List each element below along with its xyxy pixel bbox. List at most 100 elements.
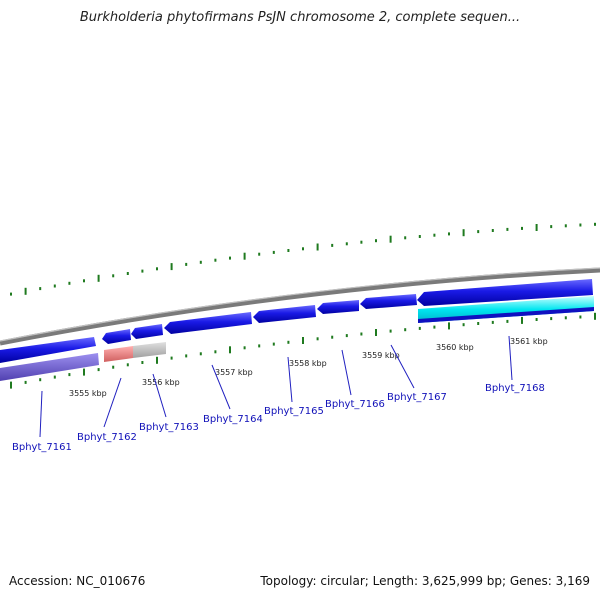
gc-skew-tick xyxy=(302,337,304,344)
gene-label-bphyt-7162[interactable]: Bphyt_7162 xyxy=(77,432,137,443)
gc-skew-tick xyxy=(433,233,436,237)
gc-skew-tick xyxy=(39,378,42,382)
gc-skew-tick xyxy=(302,247,304,251)
gc-skew-tick xyxy=(506,227,509,231)
gene-label-bphyt-7161[interactable]: Bphyt_7161 xyxy=(12,442,72,453)
gc-skew-tick xyxy=(243,252,246,260)
gc-skew-tick xyxy=(389,329,392,333)
gc-skew-tick xyxy=(141,269,144,273)
gc-skew-tick xyxy=(375,239,377,243)
scale-label: 3561 kbp xyxy=(510,337,548,346)
feature-segment-pseudogene xyxy=(104,346,133,362)
scale-label: 3557 kbp xyxy=(215,368,253,377)
gene-arrow-bphyt-7163[interactable] xyxy=(131,324,163,339)
gene-arrow-bphyt-7164[interactable] xyxy=(164,312,252,334)
gc-skew-tick xyxy=(462,229,465,237)
gc-skew-tick xyxy=(185,354,188,358)
gc-skew-tick xyxy=(68,281,71,285)
gc-skew-tick xyxy=(521,226,523,230)
gene-arrow-bphyt-7168[interactable] xyxy=(417,279,593,306)
gc-skew-tick xyxy=(272,342,275,346)
gene-arrow-bphyt-7165[interactable] xyxy=(253,305,316,323)
gc-skew-tick xyxy=(287,340,290,344)
gene-label-bphyt-7164[interactable]: Bphyt_7164 xyxy=(203,414,263,425)
gene-label-leaders xyxy=(39,335,513,438)
gc-skew-tick xyxy=(316,337,319,341)
gc-skew-tick xyxy=(214,258,217,262)
gene-arrow-bphyt-7162[interactable] xyxy=(102,329,131,344)
gc-skew-tick xyxy=(448,232,450,236)
gc-skew-tick xyxy=(331,243,334,247)
gc-skew-tick xyxy=(375,329,377,336)
leader-line xyxy=(103,377,122,428)
gc-skew-tick xyxy=(83,279,85,283)
gene-arrow-bphyt-7166[interactable] xyxy=(317,300,359,314)
gc-skew-tick xyxy=(360,332,363,336)
gc-skew-tick xyxy=(287,249,290,252)
gene-arrow-bphyt-7161[interactable] xyxy=(0,337,96,363)
gc-skew-tick xyxy=(404,236,407,240)
scale-labels: 3555 kbp 3556 kbp 3557 kbp 3558 kbp 3559… xyxy=(69,337,548,398)
leader-line xyxy=(341,349,352,396)
gc-skew-tick xyxy=(550,225,553,229)
gc-skew-tick xyxy=(462,323,465,327)
scale-label: 3559 kbp xyxy=(362,351,400,360)
gene-label-bphyt-7166[interactable]: Bphyt_7166 xyxy=(325,399,385,410)
gc-skew-tick xyxy=(550,317,553,321)
gc-skew-tick xyxy=(418,235,421,238)
gc-skew-tick xyxy=(112,274,115,278)
gene-label-bphyt-7167[interactable]: Bphyt_7167 xyxy=(387,392,447,403)
gc-skew-tick xyxy=(126,272,129,275)
gc-skew-upper-track xyxy=(10,222,596,296)
gc-skew-tick xyxy=(10,292,12,296)
feature-segment-cyan-base xyxy=(418,307,594,323)
gene-arrow-bphyt-7167[interactable] xyxy=(360,294,417,309)
gc-skew-tick xyxy=(229,346,231,354)
gc-skew-tick xyxy=(535,318,538,321)
scale-label: 3556 kbp xyxy=(142,378,180,387)
gc-skew-tick xyxy=(39,287,42,291)
gc-skew-tick xyxy=(24,287,27,295)
gc-skew-tick xyxy=(272,250,275,254)
feature-track-lower xyxy=(0,296,594,381)
gc-skew-tick xyxy=(594,312,596,320)
gc-skew-tick xyxy=(199,352,202,356)
feature-segment-grey xyxy=(133,342,166,358)
gc-skew-tick xyxy=(477,230,480,234)
gc-skew-tick xyxy=(214,350,217,354)
gene-label-bphyt-7168[interactable]: Bphyt_7168 xyxy=(485,383,545,394)
gc-skew-tick xyxy=(345,334,348,338)
leader-line xyxy=(287,356,293,403)
scale-label: 3558 kbp xyxy=(289,359,327,368)
gc-skew-tick xyxy=(389,235,392,243)
gc-skew-tick xyxy=(491,229,494,232)
gc-skew-tick xyxy=(404,328,407,332)
gc-skew-lower-track xyxy=(10,312,596,389)
gc-skew-tick xyxy=(53,375,56,379)
gc-skew-tick xyxy=(491,320,494,324)
gene-label-bphyt-7163[interactable]: Bphyt_7163 xyxy=(139,422,199,433)
gc-skew-tick xyxy=(68,373,71,377)
leader-line xyxy=(152,373,167,418)
leader-line xyxy=(390,344,415,389)
scale-label: 3560 kbp xyxy=(436,343,474,352)
gc-skew-tick xyxy=(24,380,27,384)
gc-skew-tick xyxy=(199,260,202,264)
gc-skew-tick xyxy=(97,368,100,372)
gc-skew-tick xyxy=(316,243,319,251)
gc-skew-tick xyxy=(10,381,12,389)
gc-skew-tick xyxy=(418,326,421,330)
gc-skew-tick xyxy=(126,363,129,367)
gc-skew-tick xyxy=(112,365,115,369)
gc-skew-tick xyxy=(258,344,261,348)
accession-text: Accession: NC_010676 xyxy=(9,574,146,588)
gc-skew-tick xyxy=(594,222,596,226)
gc-skew-tick xyxy=(564,316,567,320)
gc-skew-tick xyxy=(506,319,509,323)
gc-skew-tick xyxy=(564,224,567,228)
gc-skew-tick xyxy=(331,335,334,339)
gc-skew-tick xyxy=(141,361,144,364)
gene-label-bphyt-7165[interactable]: Bphyt_7165 xyxy=(264,406,324,417)
leader-line xyxy=(211,364,231,410)
